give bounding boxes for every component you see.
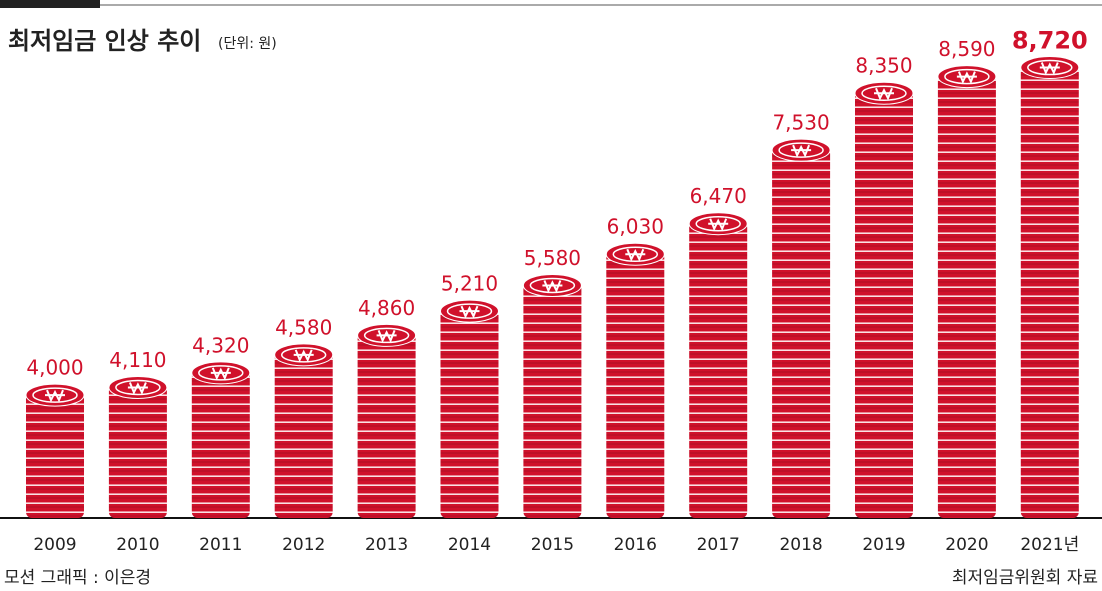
- coin-stack: [357, 333, 416, 518]
- coin-stack: [191, 370, 250, 518]
- value-label: 4,860: [358, 296, 415, 320]
- won-sign: [791, 144, 812, 158]
- won-sign: [376, 330, 397, 343]
- x-tick-label: 2019: [862, 535, 905, 555]
- x-tick-label: 2011: [199, 535, 242, 555]
- coin-stack: [606, 252, 665, 519]
- coin-ring: [861, 85, 907, 101]
- won-sign: [874, 87, 894, 101]
- won-sign: [210, 367, 231, 381]
- x-tick-label: 2013: [365, 535, 408, 555]
- coin-stack: [772, 148, 831, 518]
- won-sign: [459, 305, 480, 319]
- coin-stack: [440, 309, 499, 518]
- credit: 모션 그래픽 : 이은경: [4, 568, 151, 588]
- coin-stack: [274, 352, 333, 518]
- chart-title: 최저임금 인상 추이: [8, 27, 201, 55]
- won-sign: [45, 389, 65, 403]
- won-sign: [542, 280, 563, 293]
- value-label: 5,580: [524, 246, 581, 270]
- x-tick-label: 2014: [448, 535, 491, 555]
- value-label: 6,470: [690, 184, 747, 208]
- won-sign: [625, 248, 646, 262]
- x-tick-label: 2009: [33, 535, 76, 555]
- x-tick-label: 2016: [614, 535, 657, 555]
- coin-ring: [612, 246, 659, 262]
- value-label: 4,000: [26, 356, 83, 380]
- x-tick-label: 2012: [282, 535, 325, 555]
- source: 최저임금위원회 자료: [952, 568, 1098, 588]
- coin-ring: [695, 215, 741, 232]
- coin-ring: [446, 303, 493, 319]
- chart-subtitle: (단위: 원): [218, 36, 277, 52]
- x-tick-label: 2015: [531, 535, 574, 555]
- coin-ring: [198, 365, 244, 381]
- coin-ring: [1027, 59, 1073, 76]
- coin-stack: [26, 393, 84, 518]
- coin-stack: [523, 283, 582, 518]
- value-label: 4,580: [275, 315, 332, 339]
- coin-ring: [32, 387, 78, 403]
- won-sign: [708, 218, 729, 232]
- value-label: 8,720: [1012, 27, 1088, 55]
- x-tick-label: 2018: [779, 535, 822, 555]
- won-sign: [127, 382, 148, 395]
- won-sign: [1039, 62, 1060, 75]
- value-label: 4,320: [192, 333, 249, 357]
- value-label: 8,350: [855, 54, 912, 78]
- top-accent: [0, 0, 100, 8]
- value-label: 6,030: [607, 215, 664, 239]
- coin-stack: [937, 74, 996, 518]
- coin-ring: [280, 347, 327, 363]
- coin-ring: [778, 142, 824, 158]
- coin-stack: [108, 385, 167, 518]
- value-label: 7,530: [772, 111, 829, 135]
- coin-stack: [1020, 65, 1079, 518]
- value-label: 5,210: [441, 272, 498, 296]
- x-tick-label: 2017: [697, 535, 740, 555]
- x-tick-label: 2020: [945, 535, 988, 555]
- won-sign: [293, 349, 314, 363]
- value-label: 8,590: [938, 37, 995, 61]
- coin-stack: [855, 91, 913, 519]
- x-tick-label: 2010: [116, 535, 159, 555]
- coin-stack: [689, 221, 748, 519]
- coin-ring: [944, 68, 990, 85]
- won-sign: [956, 71, 977, 85]
- coin-ring: [529, 277, 576, 294]
- coin-ring: [115, 379, 161, 396]
- x-tick-label: 2021년: [1020, 535, 1079, 555]
- coin-ring: [363, 327, 410, 344]
- value-label: 4,110: [109, 348, 166, 372]
